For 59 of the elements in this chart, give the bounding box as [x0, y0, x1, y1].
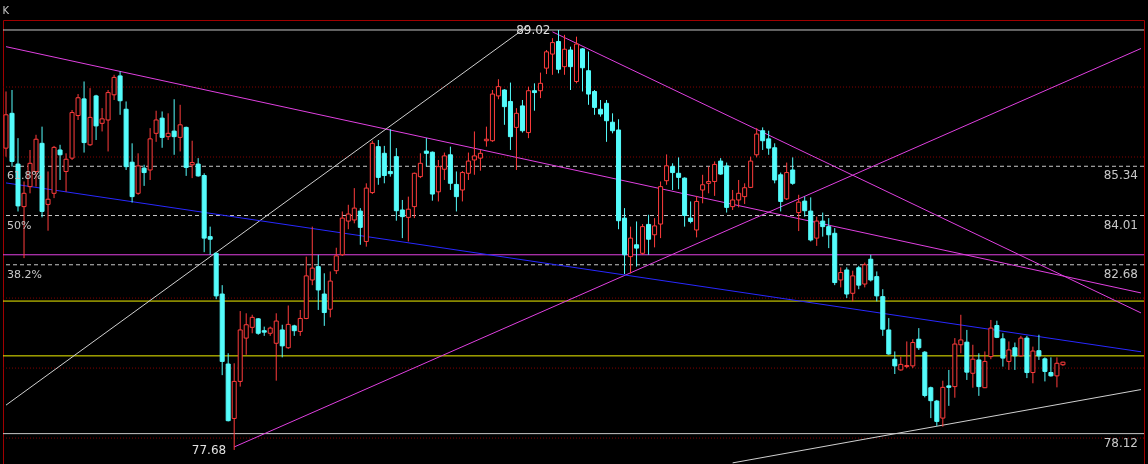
candlestick	[628, 226, 634, 274]
candlestick	[171, 98, 177, 156]
candlestick	[279, 324, 285, 358]
candlestick	[814, 216, 820, 247]
ref-line-label: 82.68	[1103, 266, 1138, 281]
candlestick	[165, 112, 171, 141]
candlestick	[652, 217, 658, 248]
candlestick	[754, 127, 760, 158]
candlestick	[57, 144, 63, 181]
candlestick	[189, 140, 195, 179]
candlestick	[1048, 356, 1054, 378]
candlestick	[357, 207, 363, 246]
candlestick	[700, 174, 706, 204]
candlestick	[646, 214, 652, 256]
candlestick	[916, 327, 922, 351]
candlestick	[856, 265, 862, 290]
candlestick	[1030, 346, 1036, 384]
candlestick	[634, 220, 640, 268]
candlestick	[567, 46, 574, 91]
candlestick	[177, 104, 183, 152]
candlestick	[946, 369, 952, 407]
candlestick	[405, 196, 411, 242]
candlestick	[45, 170, 51, 232]
annotation: 38.2%	[7, 267, 42, 281]
candlestick	[850, 270, 856, 302]
candlestick	[670, 162, 676, 191]
ref-line-label: 84.01	[1103, 217, 1138, 232]
chart-title: K	[2, 5, 10, 16]
candlestick	[333, 247, 339, 275]
candlestick	[285, 305, 291, 350]
annotation: 77.68	[191, 442, 227, 457]
candlestick	[321, 272, 327, 327]
candlestick	[1012, 342, 1018, 371]
candlestick	[970, 344, 976, 389]
candlestick	[1036, 334, 1042, 361]
candlestick	[580, 47, 586, 92]
candlestick	[153, 110, 159, 143]
candlestick	[790, 156, 796, 186]
candlestick	[315, 254, 321, 311]
candlestick	[531, 82, 537, 112]
candlestick	[453, 170, 459, 212]
candlestick	[1042, 356, 1048, 382]
candlestick	[1000, 332, 1006, 368]
ref-line-label: 78.12	[1103, 435, 1138, 450]
candlestick	[1006, 340, 1012, 371]
candlestick	[561, 34, 567, 76]
candlestick	[63, 152, 69, 193]
candlestick	[862, 262, 868, 288]
candlestick	[664, 153, 670, 186]
candlestick	[159, 110, 165, 149]
ref-line-label: 85.34	[1103, 168, 1138, 183]
candlestick	[838, 266, 844, 288]
candlestick	[537, 72, 543, 99]
candlestick	[688, 200, 694, 224]
candlestick	[796, 194, 802, 232]
candlestick	[1018, 335, 1024, 358]
candlestick	[892, 350, 898, 375]
candlestick	[513, 107, 519, 171]
candlestick	[141, 164, 147, 187]
